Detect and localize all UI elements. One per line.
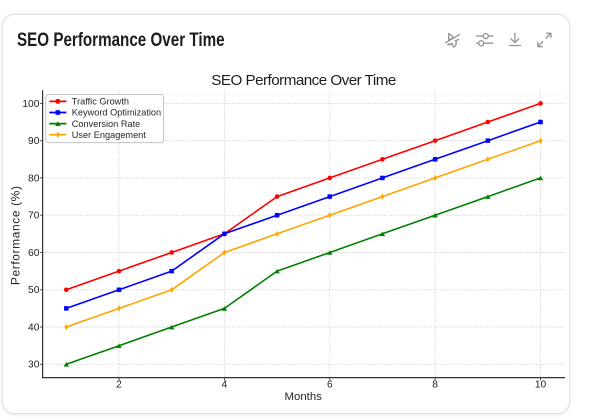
svg-text:8: 8	[432, 380, 438, 391]
svg-text:90: 90	[28, 136, 40, 147]
svg-text:Traffic Growth: Traffic Growth	[72, 97, 129, 107]
svg-text:Conversion Rate: Conversion Rate	[72, 119, 140, 129]
svg-text:10: 10	[535, 380, 547, 391]
svg-text:Keyword Optimization: Keyword Optimization	[72, 108, 161, 118]
svg-text:100: 100	[22, 99, 39, 110]
svg-text:SEO Performance Over Time: SEO Performance Over Time	[211, 72, 396, 89]
svg-text:Performance (%): Performance (%)	[9, 185, 23, 285]
svg-text:30: 30	[28, 360, 40, 371]
svg-text:4: 4	[222, 380, 228, 391]
svg-text:60: 60	[28, 248, 40, 259]
svg-text:2: 2	[116, 380, 122, 391]
svg-text:70: 70	[28, 211, 40, 222]
svg-text:User Engagement: User Engagement	[72, 130, 146, 140]
svg-text:40: 40	[28, 322, 40, 333]
svg-text:Months: Months	[285, 391, 323, 403]
svg-text:50: 50	[28, 285, 40, 296]
svg-text:6: 6	[327, 380, 333, 391]
svg-text:80: 80	[28, 173, 40, 184]
